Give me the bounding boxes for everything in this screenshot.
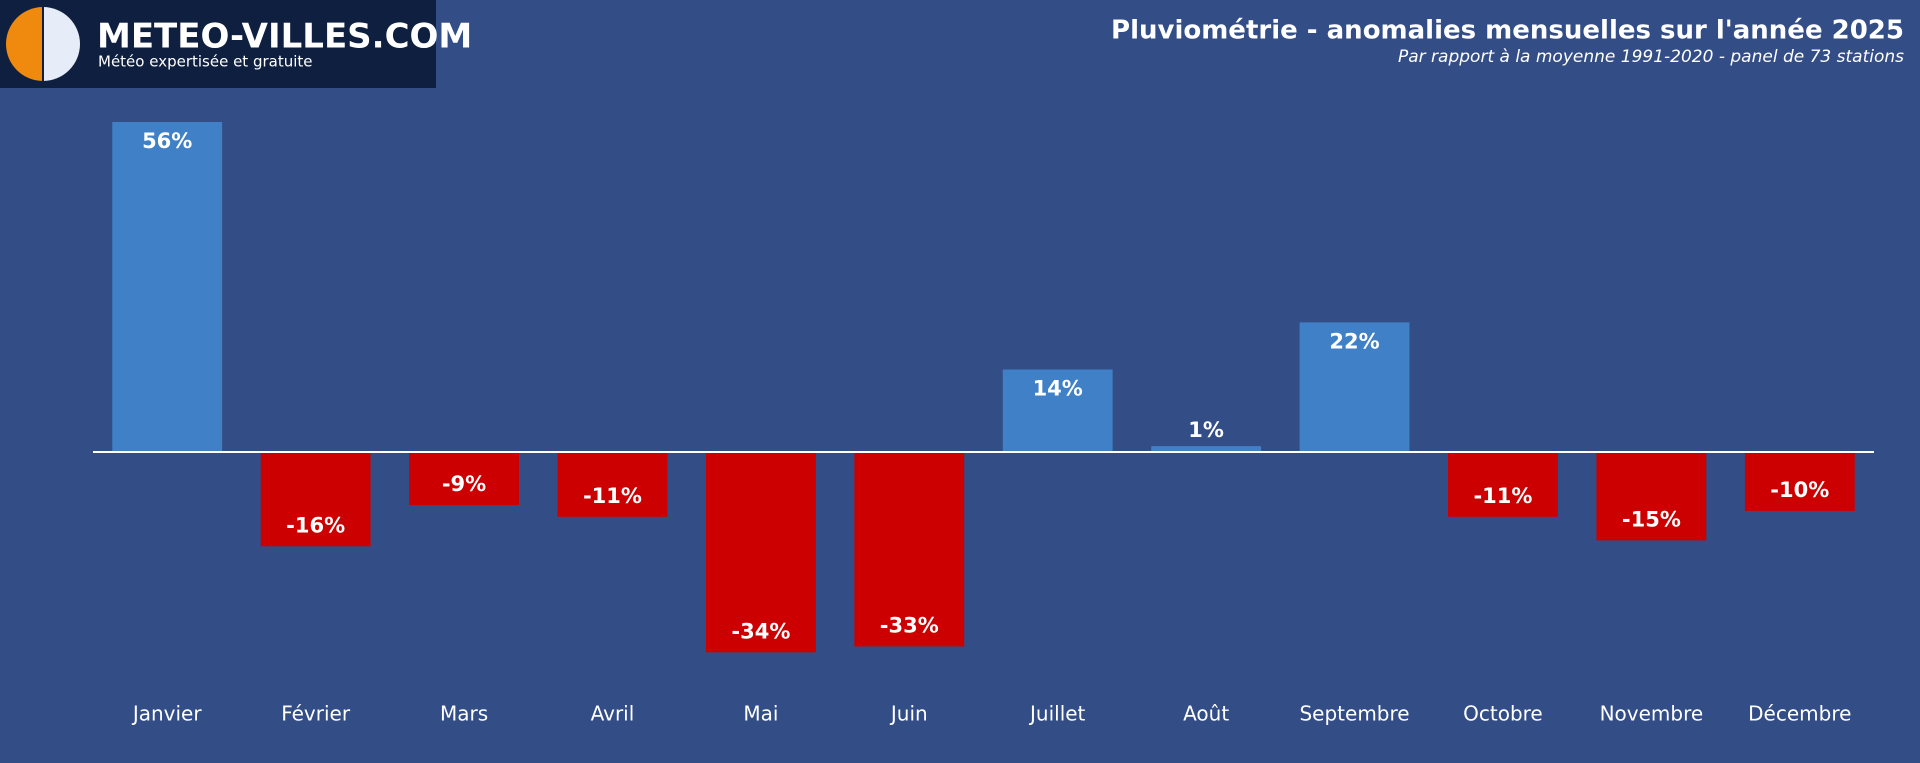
value-label: -10% [1770,478,1829,502]
bar [1744,452,1855,511]
bar [854,452,965,647]
x-tick-label: Août [1183,702,1229,726]
value-label: -16% [286,513,345,537]
value-label: 56% [142,129,192,153]
bar [1002,369,1113,452]
logo-half [6,7,43,81]
x-tick-label: Avril [591,702,635,726]
bar [557,452,668,517]
x-tick-label: Décembre [1748,702,1851,726]
value-label: -11% [583,484,642,508]
x-tick-label: Mars [440,702,488,726]
chart-title: Pluviométrie - anomalies mensuelles sur … [1111,16,1904,46]
bar [1151,446,1262,452]
brand-name: METEO-VILLES.COM [97,17,472,57]
value-label: 14% [1033,377,1083,401]
value-label: -9% [442,472,486,496]
x-tick-label: Novembre [1600,702,1704,726]
x-tick-label: Juin [889,702,928,726]
x-tick-label: Septembre [1299,702,1409,726]
x-tick-label: Février [281,702,351,726]
bar [112,122,223,452]
bar [1448,452,1558,517]
value-label: -11% [1473,484,1532,508]
logo-half [43,7,80,81]
x-tick-label: Mai [743,702,778,726]
bar [1596,452,1707,541]
bar [409,452,519,506]
value-label: -33% [880,613,939,637]
x-tick-label: Juillet [1028,702,1086,726]
value-label: -15% [1622,507,1681,531]
value-label: -34% [731,619,790,643]
chart-subtitle: Par rapport à la moyenne 1991-2020 - pan… [1398,47,1904,67]
bar [1299,322,1410,452]
x-tick-label: Janvier [131,702,203,726]
bar [705,452,816,653]
value-label: 22% [1329,329,1379,353]
x-tick-label: Octobre [1463,702,1543,726]
value-label: 1% [1188,418,1224,442]
brand-tagline: Météo expertisée et gratuite [98,53,313,71]
bar [260,452,371,547]
